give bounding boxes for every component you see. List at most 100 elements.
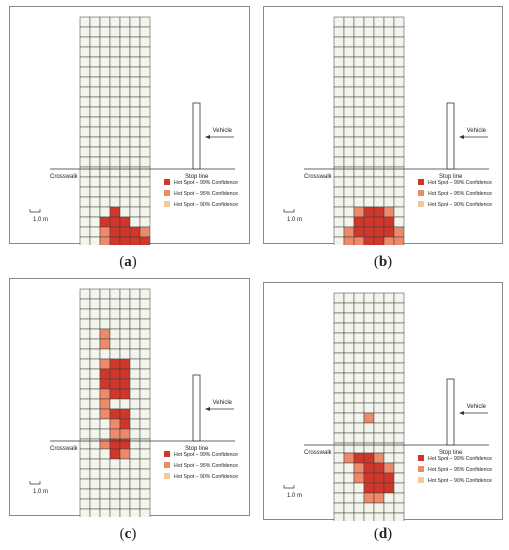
grid-cell (109, 308, 121, 320)
hotspot-cell-99 (119, 216, 131, 228)
grid-cell (393, 116, 405, 128)
grid-cell (139, 338, 151, 350)
grid-cell (99, 146, 111, 158)
grid-cell (109, 348, 121, 360)
grid-cell (79, 458, 91, 470)
crosswalk-label: Crosswalk (50, 446, 79, 452)
grid-cell (353, 482, 365, 494)
grid-cell (139, 196, 151, 208)
grid-cell (383, 412, 395, 424)
caption-letter: c (124, 526, 132, 542)
grid-cell (393, 432, 405, 444)
grid-cell (119, 176, 131, 188)
grid-cell (129, 126, 141, 138)
hotspot-cell-99 (363, 482, 375, 494)
hotspot-cell-99 (119, 358, 131, 370)
hotspot-cell-95 (383, 206, 395, 218)
grid-cell (353, 136, 365, 148)
grid-cell (139, 288, 151, 300)
grid-cell (129, 298, 141, 310)
grid-cell (353, 402, 365, 414)
grid-cell (343, 292, 355, 304)
grid-cell (129, 398, 141, 410)
grid-cell (343, 216, 355, 228)
grid-cell (373, 136, 385, 148)
grid-cell (139, 438, 151, 450)
grid-cell (99, 468, 111, 480)
grid-cell (139, 26, 151, 38)
grid-cell (89, 46, 101, 58)
grid-cell (99, 16, 111, 28)
grid-cell (79, 236, 91, 245)
grid-cell (129, 186, 141, 198)
grid-cell (343, 106, 355, 118)
grid-cell (79, 298, 91, 310)
caption-letter: a (124, 254, 132, 270)
grid-cell (383, 156, 395, 168)
grid-cell (353, 442, 365, 454)
grid-cell (333, 196, 345, 208)
grid-cell (79, 136, 91, 148)
grid-cell (99, 86, 111, 98)
grid-cell (343, 472, 355, 484)
grid-cell (333, 332, 345, 344)
grid-cell (393, 382, 405, 394)
hotspot-cell-99 (119, 418, 131, 430)
grid-cell (393, 186, 405, 198)
grid-cell (383, 46, 395, 58)
grid-cell (373, 86, 385, 98)
grid-cell (363, 76, 375, 88)
caption-close: ) (387, 526, 393, 542)
grid-cell (89, 116, 101, 128)
hotspot-cell-95 (383, 236, 395, 245)
grid-cell (129, 288, 141, 300)
grid-cell (79, 216, 91, 228)
grid-cell (139, 126, 151, 138)
grid-cell (333, 382, 345, 394)
grid-cell (79, 36, 91, 48)
hotspot-cell-95 (343, 226, 355, 238)
legend-label-90: Hot Spot – 90% Confidence (174, 202, 238, 208)
grid-cell (383, 352, 395, 364)
grid-cell (353, 96, 365, 108)
grid-cell (343, 372, 355, 384)
legend-label-90: Hot Spot – 90% Confidence (174, 474, 238, 480)
grid-cell (129, 206, 141, 218)
grid-cell (89, 298, 101, 310)
hotspot-cell-99 (373, 236, 385, 245)
grid-cell (353, 86, 365, 98)
grid-cell (363, 136, 375, 148)
grid-cell (373, 512, 385, 521)
grid-cell (363, 126, 375, 138)
grid-cell (89, 478, 101, 490)
grid-cell (383, 146, 395, 158)
grid-cell (129, 358, 141, 370)
grid-cell (353, 156, 365, 168)
hotspot-cell-99 (373, 206, 385, 218)
grid-cell (383, 66, 395, 78)
grid-cell (109, 126, 121, 138)
stop-line-bar (192, 374, 201, 442)
grid-cell (373, 292, 385, 304)
stop-line-label: Stop line (439, 450, 463, 456)
grid-cell (343, 36, 355, 48)
grid-cell (343, 26, 355, 38)
hotspot-cell-95 (353, 206, 365, 218)
grid-cell (353, 16, 365, 28)
hotspot-cell-99 (363, 236, 375, 245)
caption-open: ( (373, 526, 379, 542)
grid-cell (109, 298, 121, 310)
grid-cell (79, 448, 91, 460)
crosswalk-label: Crosswalk (50, 174, 79, 180)
grid-cell (383, 26, 395, 38)
grid-cell (89, 56, 101, 68)
grid-cell (393, 442, 405, 454)
grid-cell (129, 196, 141, 208)
grid-cell (373, 432, 385, 444)
hotspot-cell-99 (109, 408, 121, 420)
grid-cell (333, 352, 345, 364)
grid-cell (139, 388, 151, 400)
grid-cell (393, 412, 405, 424)
grid-cell (119, 56, 131, 68)
grid-cell (363, 402, 375, 414)
